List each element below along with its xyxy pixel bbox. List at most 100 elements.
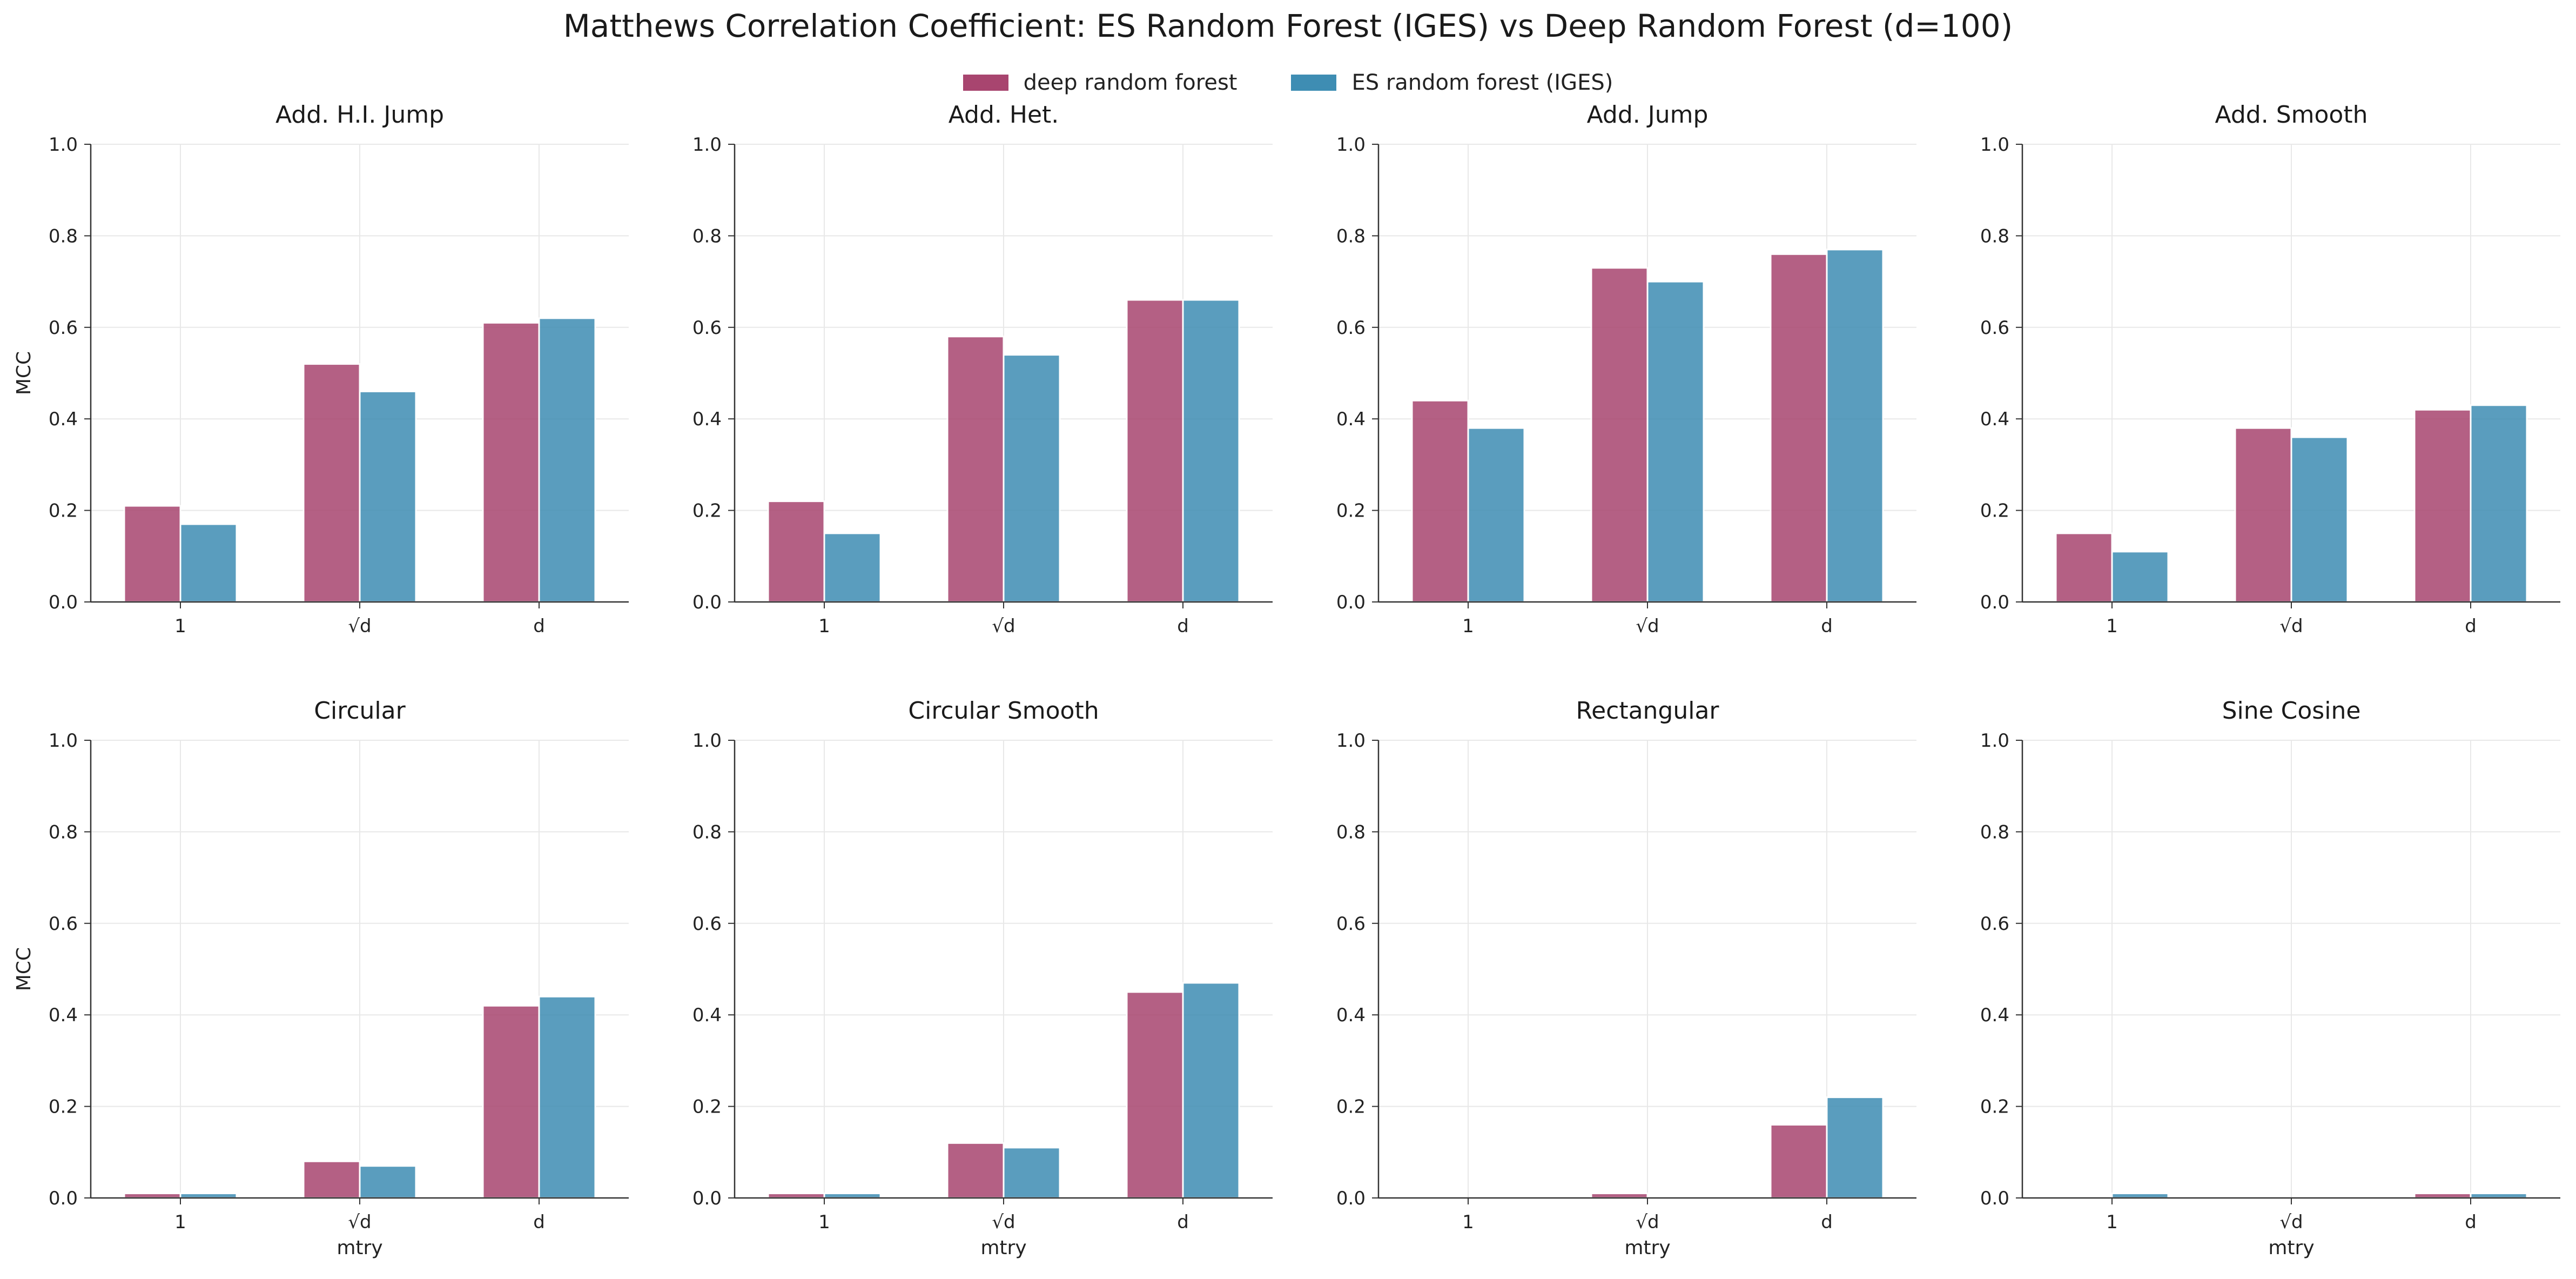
y-tick-label: 0.6: [692, 317, 722, 339]
x-tick-label: 1: [2106, 615, 2118, 637]
x-tick-label: √d: [992, 615, 1015, 637]
bar-es-rf: [823, 532, 882, 603]
subplot-3: 0.0 0.2 0.4 0.6 0.8 1.0 1 √d d Add. Jump: [1336, 101, 1916, 637]
y-tick-label: 0.0: [1336, 1188, 1366, 1209]
bar-es-rf: [1467, 427, 1525, 603]
y-tick-label: 1.0: [692, 730, 722, 752]
bar-es-rf: [2111, 1193, 2169, 1199]
bar-deep-rf: [123, 1193, 181, 1199]
y-tick-label: 0.2: [692, 500, 722, 522]
y-tick-label: 1.0: [1336, 730, 1366, 752]
y-tick-label: 0.2: [1336, 500, 1366, 522]
y-tick-label: 0.6: [49, 913, 78, 935]
y-tick-label: 0.4: [692, 409, 722, 430]
x-tick-label: d: [1177, 615, 1189, 637]
bar-deep-rf: [1590, 1193, 1649, 1199]
x-tick-label: d: [2465, 615, 2477, 637]
x-tick-label: 1: [174, 1211, 186, 1233]
y-tick-label: 0.8: [692, 821, 722, 843]
y-tick-label: 0.8: [1336, 821, 1366, 843]
y-axis-label: MCC: [13, 351, 35, 395]
bar-deep-rf: [123, 505, 181, 603]
bar-es-rf: [179, 523, 238, 603]
bar-es-rf: [2470, 1193, 2528, 1199]
x-tick-label: d: [533, 615, 545, 637]
bar-es-rf: [1646, 280, 1705, 603]
subplot-7: 0.0 0.2 0.4 0.6 0.8 1.0 1 √d d Rectangular mtry: [1336, 697, 1916, 1259]
bar-deep-rf: [1770, 1123, 1828, 1199]
x-tick-label: d: [1177, 1211, 1189, 1233]
x-tick-label: d: [1821, 615, 1833, 637]
y-tick-label: 0.4: [1980, 409, 2009, 430]
y-tick-label: 1.0: [1980, 134, 2009, 156]
bar-deep-rf: [1770, 253, 1828, 603]
bar-deep-rf: [1126, 299, 1184, 603]
legend: deep random forest ES random forest (IGE…: [0, 70, 2576, 95]
bar-deep-rf: [2055, 532, 2113, 603]
x-tick-label: d: [2465, 1211, 2477, 1233]
bar-es-rf: [1003, 354, 1061, 603]
x-axis-label: mtry: [980, 1237, 1026, 1259]
y-tick-label: 0.0: [1336, 592, 1366, 613]
bar-deep-rf: [2413, 1193, 2472, 1199]
x-tick-label: √d: [1636, 1211, 1659, 1233]
y-tick-label: 1.0: [49, 134, 78, 156]
x-tick-label: √d: [2279, 1211, 2303, 1233]
y-tick-label: 0.2: [49, 500, 78, 522]
x-tick-label: √d: [2279, 615, 2303, 637]
y-tick-label: 0.2: [1980, 1096, 2009, 1118]
subplot-6: 0.0 0.2 0.4 0.6 0.8 1.0 1 √d d Circular Smooth mtr…: [692, 697, 1273, 1259]
bar-deep-rf: [302, 1160, 361, 1199]
bar-deep-rf: [302, 363, 361, 603]
bar-es-rf: [359, 1165, 417, 1199]
bar-es-rf: [538, 317, 596, 603]
x-axis-label: mtry: [2268, 1237, 2314, 1259]
subplot-4: 0.0 0.2 0.4 0.6 0.8 1.0 1 √d d Add. Smooth: [1980, 101, 2560, 637]
bar-deep-rf: [482, 1005, 540, 1199]
subplot-1: 0.0 0.2 0.4 0.6 0.8 1.0 1 √d d Add. H.I. Jump MCC: [13, 101, 629, 637]
y-tick-label: 0.0: [692, 592, 722, 613]
subplot-title: Add. Het.: [949, 101, 1059, 129]
y-tick-label: 0.4: [1980, 1005, 2009, 1026]
x-tick-label: 1: [1462, 615, 1474, 637]
bar-deep-rf: [767, 500, 825, 603]
bar-es-rf: [1826, 1096, 1884, 1199]
y-tick-label: 0.8: [49, 821, 78, 843]
x-tick-label: 1: [174, 615, 186, 637]
y-tick-label: 0.0: [49, 592, 78, 613]
y-tick-label: 0.4: [692, 1005, 722, 1026]
subplot-title: Circular Smooth: [908, 697, 1099, 725]
y-tick-label: 1.0: [49, 730, 78, 752]
bar-deep-rf: [1126, 991, 1184, 1199]
x-tick-label: √d: [1636, 615, 1659, 637]
y-tick-label: 0.4: [1336, 409, 1366, 430]
y-tick-label: 0.2: [49, 1096, 78, 1118]
x-tick-label: 1: [2106, 1211, 2118, 1233]
y-tick-label: 1.0: [1980, 730, 2009, 752]
legend-item-es-rf: ES random forest (IGES): [1291, 70, 1613, 95]
x-tick-label: 1: [818, 1211, 830, 1233]
bar-deep-rf: [2413, 409, 2472, 603]
bar-es-rf: [179, 1193, 238, 1199]
y-tick-label: 0.8: [49, 225, 78, 247]
bar-deep-rf: [767, 1193, 825, 1199]
y-tick-label: 0.8: [1980, 821, 2009, 843]
subplot-title: Add. H.I. Jump: [275, 101, 444, 129]
subplot-5: 0.0 0.2 0.4 0.6 0.8 1.0 1 √d d Circular MCC mtry: [13, 697, 629, 1259]
legend-label-es-rf: ES random forest (IGES): [1351, 70, 1613, 95]
y-tick-label: 0.0: [49, 1188, 78, 1209]
y-tick-label: 0.6: [1336, 913, 1366, 935]
x-tick-label: 1: [818, 615, 830, 637]
legend-swatch-es-rf: [1291, 75, 1337, 91]
y-tick-label: 0.8: [1980, 225, 2009, 247]
subplot-title: Add. Smooth: [2215, 101, 2368, 129]
y-tick-label: 0.8: [692, 225, 722, 247]
legend-item-deep-rf: deep random forest: [963, 70, 1237, 95]
subplot-title: Circular: [314, 697, 406, 725]
y-tick-label: 0.6: [1336, 317, 1366, 339]
legend-label-deep-rf: deep random forest: [1023, 70, 1237, 95]
y-tick-label: 0.0: [692, 1188, 722, 1209]
y-tick-label: 0.8: [1336, 225, 1366, 247]
bar-deep-rf: [1590, 267, 1649, 603]
